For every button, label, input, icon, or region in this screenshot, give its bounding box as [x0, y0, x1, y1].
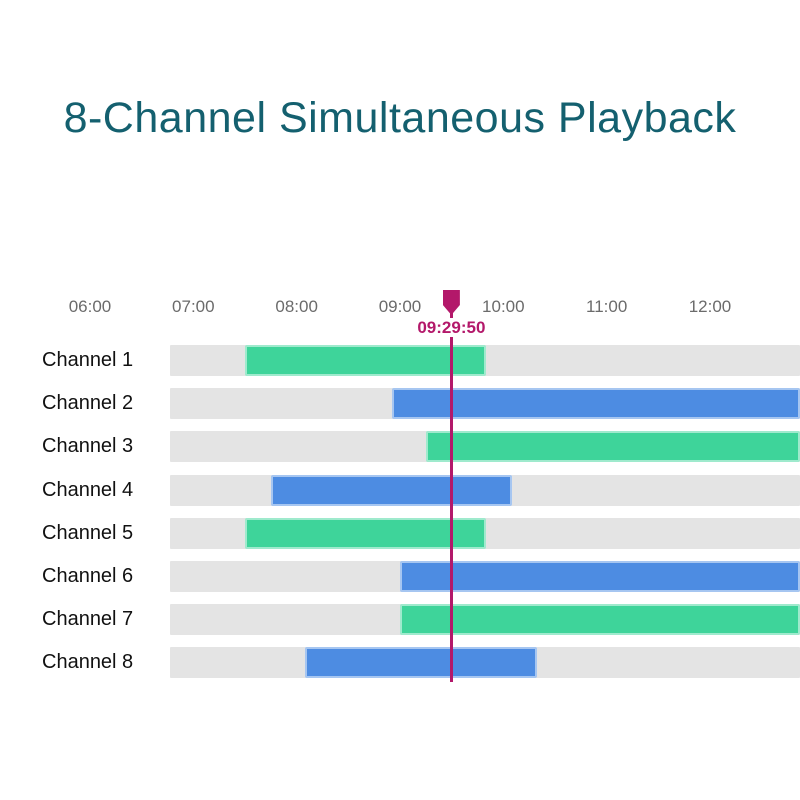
channel-label: Channel 7 — [42, 608, 134, 631]
recording-bar[interactable] — [244, 517, 486, 549]
channel-track — [170, 388, 800, 420]
axis-tick-label: 09:00 — [378, 297, 422, 316]
channel-label: Channel 1 — [42, 349, 134, 371]
channel-track — [170, 604, 800, 636]
recording-bar[interactable] — [244, 345, 486, 376]
channel-label: Channel 4 — [42, 478, 134, 501]
channel-track — [170, 561, 800, 592]
recording-bar[interactable] — [425, 431, 800, 463]
axis-tick-label: 08:00 — [275, 297, 318, 316]
axis-tick-label: 07:00 — [172, 297, 215, 316]
axis-tick-label: 10:00 — [482, 297, 525, 316]
recording-bar[interactable] — [399, 561, 800, 592]
recording-bar[interactable] — [399, 604, 800, 636]
recording-bar[interactable] — [304, 647, 538, 679]
channel-label: Channel 3 — [42, 435, 134, 458]
channel-track — [170, 474, 800, 506]
channel-track — [170, 647, 800, 679]
recording-bar[interactable] — [391, 388, 800, 420]
channel-track — [170, 517, 800, 549]
channel-label: Channel 8 — [42, 651, 134, 674]
recording-bar[interactable] — [270, 474, 512, 506]
page-title: 8-Channel Simultaneous Playback — [63, 94, 737, 142]
playhead-line — [449, 312, 453, 682]
axis-tick-label: 11:00 — [586, 297, 628, 316]
axis-tick-label: 12:00 — [688, 297, 732, 316]
axis-tick-label: 06:00 — [68, 297, 112, 316]
channel-track — [170, 431, 800, 463]
channel-label: Channel 5 — [42, 521, 134, 544]
playhead-time-label: 09:29:50 — [413, 318, 490, 337]
playhead-marker[interactable] — [442, 290, 460, 315]
channel-label: Channel 2 — [42, 392, 134, 415]
channel-track — [170, 345, 800, 376]
channel-label: Channel 6 — [42, 565, 134, 587]
